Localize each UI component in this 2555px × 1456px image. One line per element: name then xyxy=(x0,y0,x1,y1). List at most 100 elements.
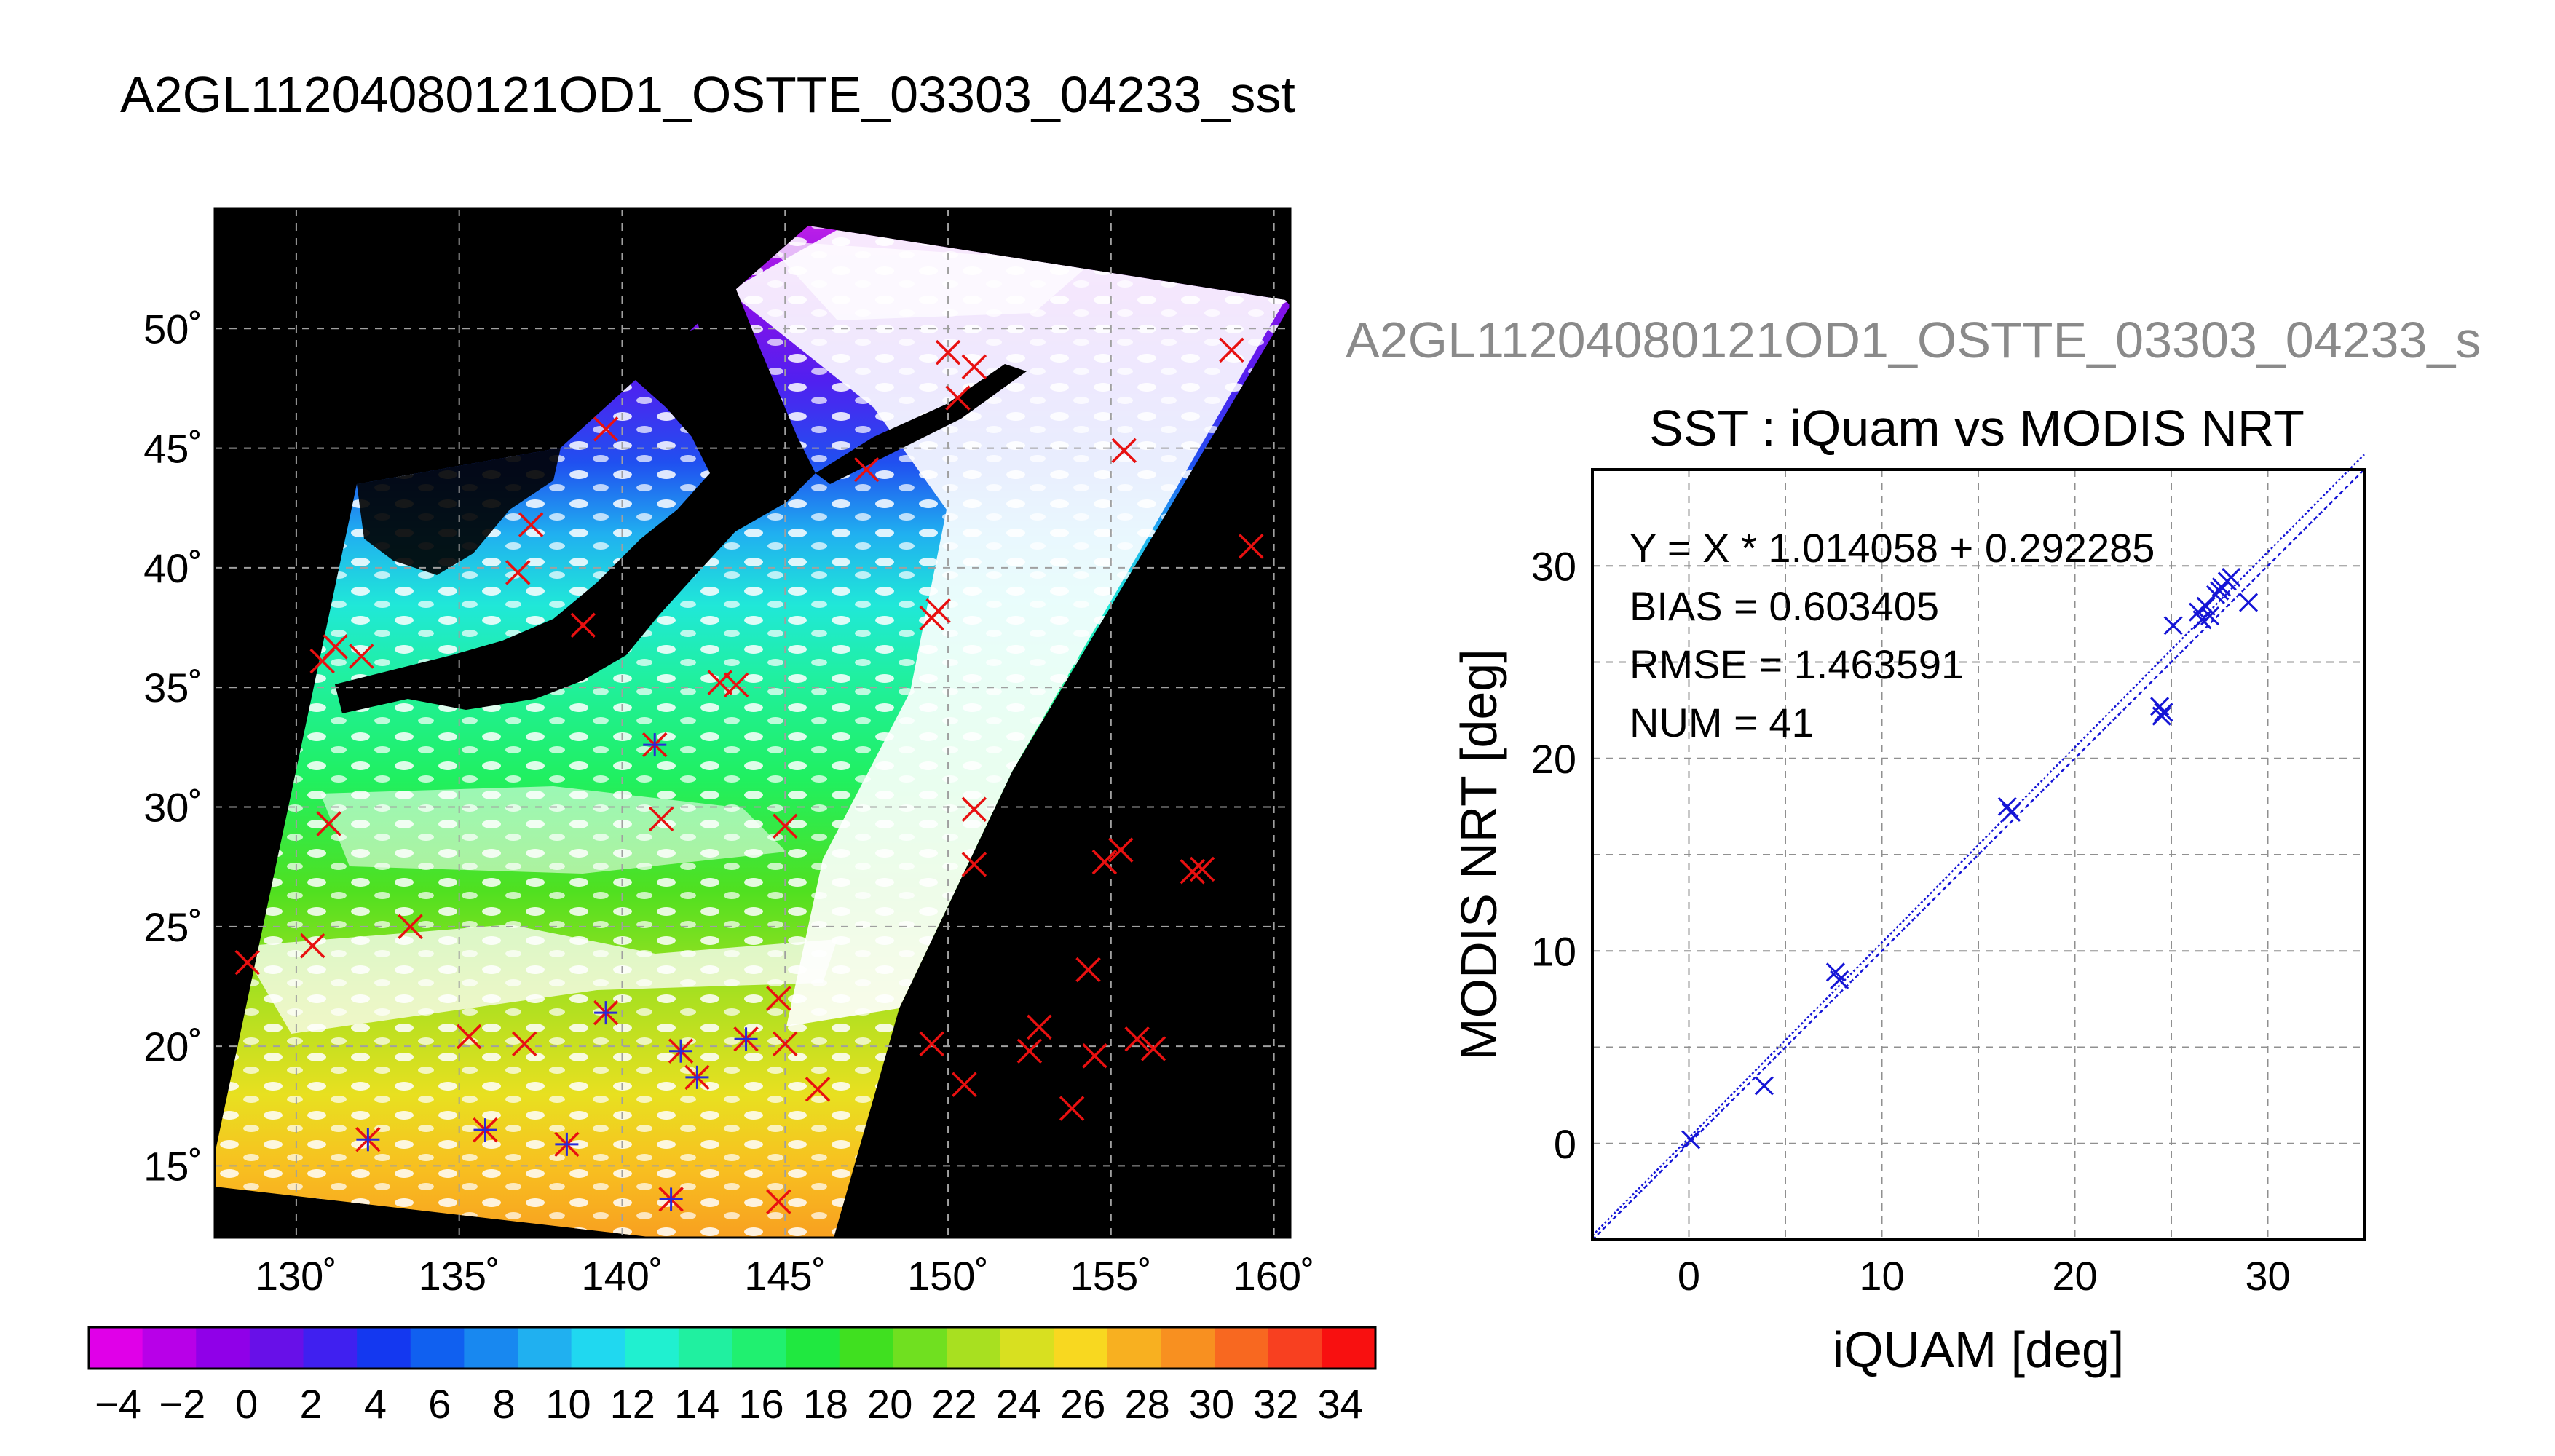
map-lat-tick-label: 25˚ xyxy=(143,904,202,950)
sst-obs-marker xyxy=(1140,1036,1166,1061)
scatter-point xyxy=(1997,796,2017,816)
colorbar-label: 10 xyxy=(545,1381,591,1427)
colorbar-segment xyxy=(196,1327,250,1369)
scatter-point xyxy=(1754,1076,1774,1096)
colorbar-label: 32 xyxy=(1253,1381,1298,1427)
sst-obs-marker xyxy=(300,933,325,959)
scatter-point xyxy=(2238,593,2259,612)
map-lat-ticks: 50˚ 45˚ 40˚ 35˚ 30˚ 25˚ 20˚ 15˚ xyxy=(143,306,202,1189)
buoy-marker xyxy=(555,1132,579,1156)
scatter-title: SST : iQuam vs MODIS NRT xyxy=(1649,400,2305,456)
map-grid xyxy=(215,209,1290,1238)
colorbar-label: 28 xyxy=(1124,1381,1169,1427)
sst-obs-marker xyxy=(919,1031,944,1057)
map-lat-tick-label: 50˚ xyxy=(143,306,202,352)
sst-obs-marker xyxy=(511,1031,537,1057)
sst-obs-marker xyxy=(961,796,987,823)
colorbar-label: −4 xyxy=(95,1381,141,1427)
colorbar-segment xyxy=(1322,1327,1376,1369)
scatter-stats-num: NUM = 41 xyxy=(1630,700,1814,745)
scatter-point xyxy=(2210,581,2230,601)
scatter-x-tick-label: 10 xyxy=(1859,1253,1904,1299)
scatter-point xyxy=(2196,596,2216,616)
map-lat-tick-label: 35˚ xyxy=(143,665,202,711)
colorbar-segment xyxy=(518,1327,572,1369)
scatter-x-tick-label: 20 xyxy=(2052,1253,2097,1299)
scatter-lines xyxy=(1592,454,2365,1241)
buoy-marker xyxy=(669,1039,693,1063)
scatter-point xyxy=(2154,703,2173,722)
sst-obs-marker xyxy=(323,634,348,660)
sst-obs-marker xyxy=(1016,1038,1043,1064)
sst-obs-marker xyxy=(648,806,674,832)
land-korea xyxy=(357,448,561,575)
colorbar-label: 8 xyxy=(493,1381,516,1427)
colorbar-segment xyxy=(1268,1327,1322,1369)
scatter-points xyxy=(1681,568,2259,1150)
sst-obs-marker xyxy=(961,354,987,380)
map-frame xyxy=(213,207,1292,1239)
sst-obs-marker xyxy=(349,644,374,669)
map-lon-tick-label: 160˚ xyxy=(1233,1253,1315,1299)
colorbar-label: 14 xyxy=(674,1381,719,1427)
scatter-chart: SST : iQuam vs MODIS NRT 0 10 20 30 0 10 20 30… xyxy=(1450,400,2366,1378)
colorbar-segment xyxy=(893,1327,947,1369)
scatter-y-tick-label: 10 xyxy=(1531,928,1576,974)
sst-obs-marker xyxy=(1082,1043,1107,1069)
colorbar-segment xyxy=(732,1327,786,1369)
colorbar-segment xyxy=(625,1327,679,1369)
cloud-region-north xyxy=(765,240,1092,320)
colorbar-segment xyxy=(249,1327,304,1369)
map-lat-tick-label: 15˚ xyxy=(143,1143,202,1189)
cloud-region-east xyxy=(728,226,1285,1026)
buoy-marker xyxy=(473,1118,497,1142)
scatter-point xyxy=(1681,1130,1701,1150)
buoy-marker xyxy=(594,1001,618,1025)
sst-map: 130˚ 135˚ 140˚ 145˚ 150˚ 155˚ 160˚ 50˚ 45˚ 40˚ 35… xyxy=(143,207,1315,1299)
scatter-x-tick-label: 30 xyxy=(2245,1253,2290,1299)
scatter-point xyxy=(2163,616,2183,636)
colorbar-segment xyxy=(1161,1327,1215,1369)
sst-obs-marker xyxy=(234,949,260,976)
sst-observation-markers xyxy=(234,337,1264,1214)
sst-obs-marker xyxy=(1189,856,1215,882)
sst-obs-marker xyxy=(853,456,880,483)
colorbar-label: 6 xyxy=(428,1381,451,1427)
scatter-file-label: A2GL11204080121OD1_OSTTE_03303_04233_s xyxy=(1346,312,2481,368)
colorbar-label: 24 xyxy=(996,1381,1041,1427)
colorbar-label: −2 xyxy=(159,1381,205,1427)
sst-obs-marker xyxy=(570,612,596,638)
map-lon-tick-label: 145˚ xyxy=(744,1253,826,1299)
colorbar-segment xyxy=(464,1327,518,1369)
scatter-stats-bias: BIAS = 0.603405 xyxy=(1630,583,1939,629)
cloud-region-south xyxy=(240,925,837,1034)
sst-obs-marker xyxy=(1111,438,1137,464)
sst-obs-marker xyxy=(945,385,971,411)
scatter-point xyxy=(2200,606,2220,626)
colorbar: −4 −2 0 2 4 6 8 10 12 14 16 18 20 22 24 26 28 30 32 34 xyxy=(87,1326,1377,1427)
sst-obs-marker xyxy=(919,605,944,631)
scatter-point xyxy=(1830,970,1849,989)
colorbar-label: 0 xyxy=(235,1381,258,1427)
scatter-x-tick-label: 0 xyxy=(1678,1253,1700,1299)
scatter-point xyxy=(2001,802,2021,822)
colorbar-label: 4 xyxy=(364,1381,387,1427)
colorbar-segment xyxy=(839,1327,893,1369)
colorbar-segment xyxy=(1215,1327,1269,1369)
sst-obs-marker xyxy=(773,813,798,839)
sst-obs-marker xyxy=(1027,1014,1052,1040)
map-lon-tick-label: 150˚ xyxy=(907,1253,989,1299)
sst-obs-marker xyxy=(1075,957,1101,983)
colorbar-segment xyxy=(678,1327,732,1369)
scatter-stats-rmse: RMSE = 1.463591 xyxy=(1630,641,1964,687)
colorbar-label: 22 xyxy=(931,1381,976,1427)
colorbar-segment xyxy=(89,1327,143,1369)
scatter-y-tick-label: 30 xyxy=(1531,543,1576,589)
colorbar-frame xyxy=(87,1326,1377,1370)
map-lat-tick-label: 20˚ xyxy=(143,1024,202,1069)
colorbar-label: 18 xyxy=(803,1381,848,1427)
scatter-stats-equation: Y = X * 1.014058 + 0.292285 xyxy=(1630,525,2155,571)
sst-obs-marker xyxy=(518,512,544,537)
sst-obs-marker xyxy=(1091,849,1118,875)
sst-obs-marker xyxy=(766,986,791,1011)
